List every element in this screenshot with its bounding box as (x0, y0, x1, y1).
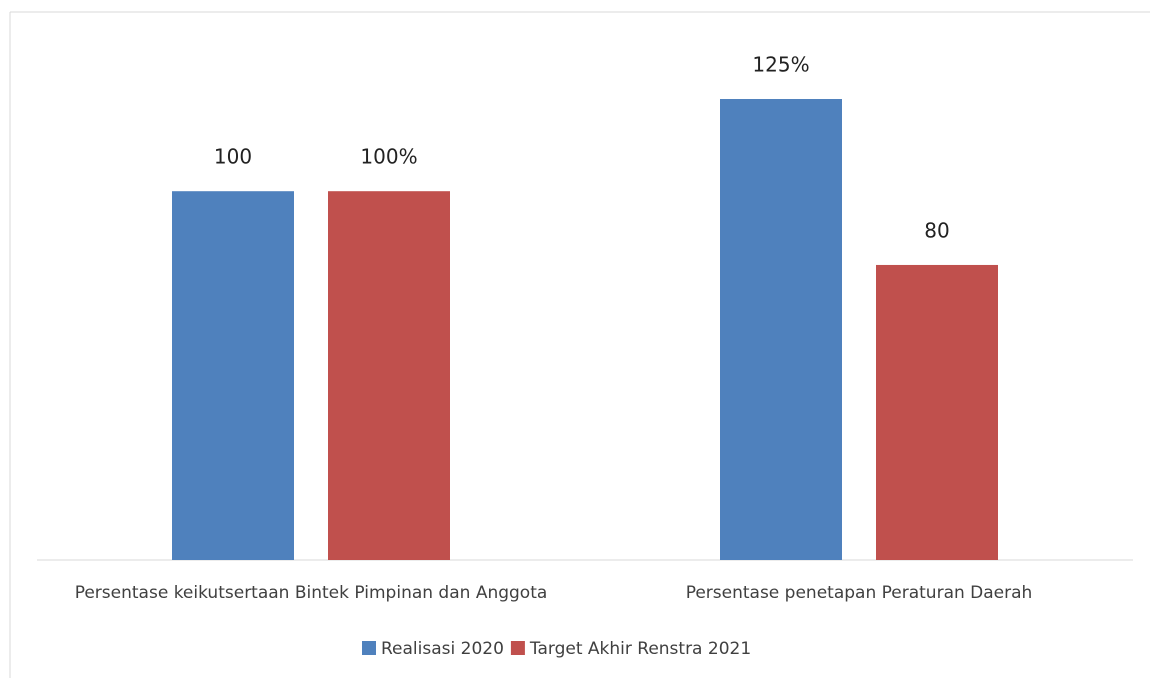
bar (328, 191, 450, 560)
x-tick-label: Persentase penetapan Peraturan Daerah (686, 583, 1033, 603)
legend-swatch (510, 641, 525, 655)
data-label: 100% (360, 145, 417, 169)
bar (720, 99, 842, 560)
legend-label: Target Akhir Renstra 2021 (529, 639, 751, 659)
data-label: 125% (752, 53, 809, 77)
data-label: 100 (214, 145, 252, 169)
data-label: 80 (924, 218, 949, 242)
x-tick-label: Persentase keikutsertaan Bintek Pimpinan… (75, 583, 548, 603)
legend-label: Realisasi 2020 (381, 639, 504, 659)
bar (172, 191, 294, 560)
legend-swatch (362, 641, 376, 655)
bar (876, 264, 998, 560)
